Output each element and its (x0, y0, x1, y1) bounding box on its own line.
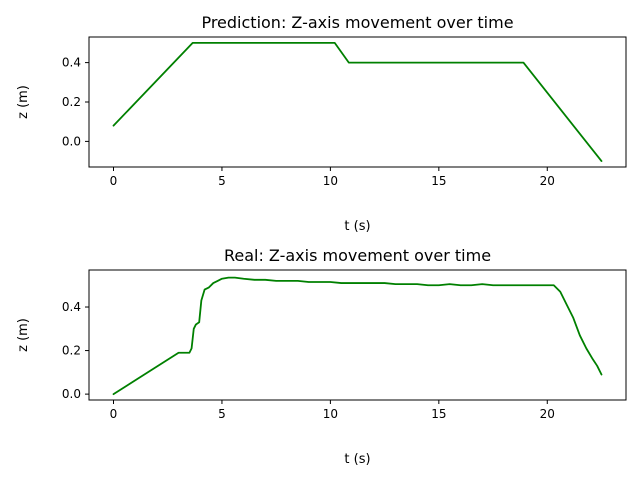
real-chart-title: Real: Z-axis movement over time (224, 246, 491, 265)
real-axes-frame (88, 269, 627, 401)
real-y-axis-label: z (m) (16, 318, 31, 352)
prediction-xtick-label: 10 (323, 174, 338, 188)
real-ytick-label: 0.4 (62, 300, 81, 314)
real-ytick-label: 0.2 (62, 344, 81, 358)
prediction-x-axis-label: t (s) (344, 219, 370, 234)
prediction-chart-title: Prediction: Z-axis movement over time (201, 13, 513, 32)
prediction-xtick-label: 15 (431, 174, 446, 188)
real-xtick-label: 20 (540, 407, 555, 421)
real-ytick-label: 0.0 (62, 387, 81, 401)
real-xtick-label: 10 (323, 407, 338, 421)
real-xtick-label: 5 (218, 407, 226, 421)
prediction-ytick-label: 0.0 (62, 134, 81, 148)
real-xtick-label: 15 (431, 407, 446, 421)
prediction-ytick-label: 0.2 (62, 95, 81, 109)
prediction-axes-frame (88, 36, 627, 168)
prediction-xtick-label: 5 (218, 174, 226, 188)
real-xtick-label: 0 (110, 407, 118, 421)
prediction-ytick-label: 0.4 (62, 56, 81, 70)
prediction-xtick-label: 20 (540, 174, 555, 188)
prediction-y-axis-label: z (m) (16, 85, 31, 119)
prediction-series-line (112, 42, 603, 162)
prediction-xtick-label: 0 (110, 174, 118, 188)
real-series-line (112, 276, 603, 396)
real-x-axis-label: t (s) (344, 452, 370, 467)
